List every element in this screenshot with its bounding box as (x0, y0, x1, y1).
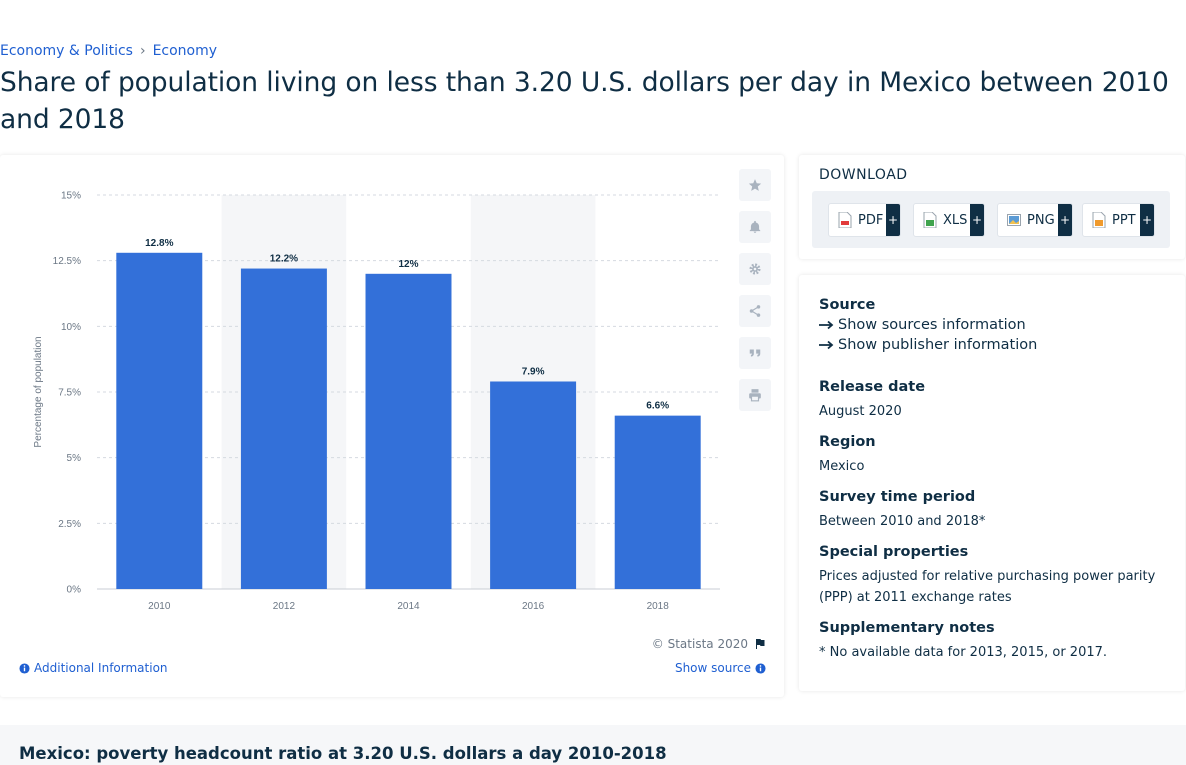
additional-information-label: Additional Information (34, 661, 168, 675)
y-tick-label: 15% (61, 191, 81, 202)
supplementary-notes-section: Supplementary notes * No available data … (819, 620, 1159, 663)
statistic-info-panel: Source Show sources information Show pub… (799, 275, 1185, 691)
download-png-plus[interactable]: + (1058, 204, 1072, 236)
favorite-button[interactable] (739, 169, 771, 201)
bar-2016 (490, 381, 577, 589)
gear-icon (749, 263, 761, 275)
additional-information-link[interactable]: Additional Information (19, 661, 168, 675)
release-date-value: August 2020 (819, 404, 902, 419)
settings-button[interactable] (739, 253, 771, 285)
x-tick-label: 2018 (647, 601, 670, 612)
bar-2010 (116, 252, 203, 589)
chart-tools (739, 169, 771, 421)
data-label: 12% (398, 259, 418, 270)
source-label: Source (819, 297, 876, 313)
png-image-icon (1007, 214, 1021, 226)
release-date-label: Release date (819, 379, 926, 395)
release-date-section: Release date August 2020 (819, 379, 1159, 422)
download-ppt-button[interactable]: PPT + (1082, 203, 1155, 237)
x-tick-label: 2014 (397, 601, 420, 612)
download-png-label: PNG (1027, 212, 1055, 228)
notification-button[interactable] (739, 211, 771, 243)
x-tick-label: 2012 (273, 601, 296, 612)
data-label: 7.9% (522, 366, 545, 377)
bar-chart: 0% 2.5% 5% 7.5% 10% 12.5% 15% Percentage of pop… (33, 191, 720, 612)
download-bar: PDF + XLS + PNG + PPT + (812, 191, 1170, 248)
xls-file-icon (923, 212, 937, 228)
y-tick-label: 0% (67, 585, 82, 596)
download-ppt-label: PPT (1112, 212, 1136, 228)
region-label: Region (819, 434, 876, 450)
show-sources-link[interactable]: Show sources information (819, 317, 1159, 333)
cite-button[interactable] (739, 337, 771, 369)
download-ppt-plus[interactable]: + (1140, 204, 1154, 236)
data-label: 12.8% (145, 238, 173, 249)
y-tick-label: 5% (67, 453, 82, 464)
flag-icon[interactable] (754, 638, 766, 650)
show-source-link[interactable]: Show source (675, 661, 766, 675)
share-icon (749, 305, 761, 317)
supplementary-notes-value: * No available data for 2013, 2015, or 2… (819, 645, 1108, 660)
supplementary-notes-label: Supplementary notes (819, 620, 995, 636)
breadcrumb-item-economy-politics[interactable]: Economy & Politics (0, 43, 133, 59)
download-pdf-button[interactable]: PDF + (828, 203, 901, 237)
bar-2014 (365, 273, 452, 589)
show-sources-label: Show sources information (838, 317, 1026, 333)
breadcrumb-separator: › (139, 43, 146, 59)
download-panel: DOWNLOAD PDF + XLS + PNG + PPT + (799, 155, 1185, 259)
download-png-button[interactable]: PNG + (997, 203, 1073, 237)
data-label: 12.2% (270, 254, 298, 265)
y-tick-label: 12.5% (53, 256, 81, 267)
bar-2018 (614, 415, 701, 589)
page-title: Share of population living on less than … (0, 67, 1169, 135)
breadcrumb: Economy & Politics › Economy (0, 43, 217, 59)
x-tick-label: 2016 (522, 601, 545, 612)
region-value: Mexico (819, 459, 865, 474)
region-section: Region Mexico (819, 434, 1159, 477)
y-tick-label: 7.5% (58, 388, 81, 399)
print-icon (749, 389, 761, 402)
special-properties-value: Prices adjusted for relative purchasing … (819, 569, 1156, 605)
survey-period-value: Between 2010 and 2018* (819, 514, 986, 529)
y-tick-label: 10% (61, 322, 81, 333)
share-button[interactable] (739, 295, 771, 327)
download-pdf-plus[interactable]: + (886, 204, 900, 236)
bell-icon (749, 220, 761, 233)
download-xls-button[interactable]: XLS + (913, 203, 985, 237)
pdf-file-icon (838, 212, 852, 228)
arrow-right-icon (819, 340, 834, 350)
show-source-label: Show source (674, 661, 751, 675)
download-xls-label: XLS (943, 212, 968, 228)
quote-icon (749, 349, 761, 357)
special-properties-section: Special properties Prices adjusted for r… (819, 544, 1159, 608)
copyright-text: © Statista 2020 (651, 637, 748, 651)
breadcrumb-item-economy[interactable]: Economy (152, 43, 218, 59)
star-icon (748, 179, 762, 191)
y-axis-label: Percentage of population (33, 336, 44, 447)
special-properties-label: Special properties (819, 544, 969, 560)
data-label: 6.6% (646, 401, 669, 412)
download-xls-plus[interactable]: + (970, 204, 984, 236)
copyright: © Statista 2020 (652, 637, 766, 651)
arrow-right-icon (819, 320, 834, 330)
download-title: DOWNLOAD (819, 167, 908, 183)
download-pdf-label: PDF (858, 212, 884, 228)
info-icon (755, 662, 766, 674)
print-button[interactable] (739, 379, 771, 411)
y-tick-label: 2.5% (58, 519, 81, 530)
show-publisher-label: Show publisher information (838, 337, 1038, 353)
ppt-file-icon (1092, 212, 1106, 228)
survey-period-section: Survey time period Between 2010 and 2018… (819, 489, 1159, 532)
bar-2012 (240, 268, 327, 589)
description-title: Mexico: poverty headcount ratio at 3.20 … (19, 744, 667, 763)
info-icon (19, 662, 30, 674)
description-section (0, 725, 1186, 765)
x-tick-label: 2010 (148, 601, 171, 612)
survey-period-label: Survey time period (819, 489, 976, 505)
show-publisher-link[interactable]: Show publisher information (819, 337, 1159, 353)
chart-card: 0% 2.5% 5% 7.5% 10% 12.5% 15% Percentage of pop… (0, 155, 784, 697)
source-section: Source Show sources information Show pub… (819, 297, 1159, 353)
